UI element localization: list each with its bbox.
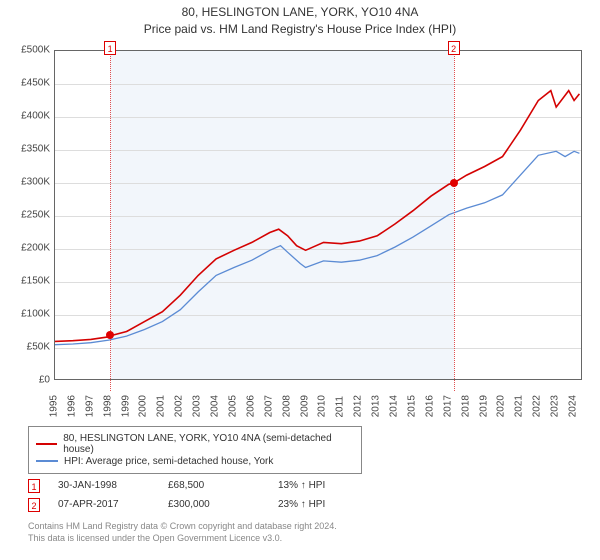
chart-plot-area: 12 xyxy=(54,50,582,380)
y-tick-label: £400K xyxy=(0,110,50,121)
sale-delta-1: 13% ↑ HPI xyxy=(278,480,370,491)
legend-swatch-price-paid xyxy=(36,443,57,445)
chart-wrap: £0 £50K £100K £150K £200K £250K £300K £350K £400… xyxy=(0,40,600,420)
y-tick-label: £250K xyxy=(0,209,50,220)
sale-row-1: 1 30-JAN-1998 £68,500 13% ↑ HPI xyxy=(28,479,572,493)
sale-marker-box-1: 1 xyxy=(104,41,116,55)
y-tick-label: £500K xyxy=(0,44,50,55)
x-tick-label: 2007 xyxy=(263,395,274,417)
legend-swatch-hpi xyxy=(36,460,58,462)
y-tick-label: £0 xyxy=(0,374,50,385)
title-subtitle: Price paid vs. HM Land Registry's House … xyxy=(0,21,600,38)
x-tick-label: 2014 xyxy=(389,395,400,417)
series-line-hpi xyxy=(55,151,579,344)
y-tick-label: £50K xyxy=(0,341,50,352)
sale-price-1: £68,500 xyxy=(168,480,260,491)
sale-delta-2: 23% ↑ HPI xyxy=(278,499,370,510)
x-tick-label: 2021 xyxy=(514,395,525,417)
series-line-price_paid xyxy=(55,90,579,341)
x-tick-label: 2011 xyxy=(335,396,346,418)
x-tick-label: 2024 xyxy=(568,395,579,417)
x-tick-label: 2012 xyxy=(353,395,364,417)
y-tick-label: £350K xyxy=(0,143,50,154)
sale-price-2: £300,000 xyxy=(168,499,260,510)
x-tick-label: 1997 xyxy=(84,395,95,417)
x-tick-label: 2016 xyxy=(424,395,435,417)
x-tick-label: 1999 xyxy=(120,395,131,417)
legend-box: 80, HESLINGTON LANE, YORK, YO10 4NA (sem… xyxy=(28,426,362,474)
sale-marker-2: 2 xyxy=(28,498,40,512)
y-tick-label: £150K xyxy=(0,275,50,286)
x-tick-label: 2009 xyxy=(299,395,310,417)
y-tick-label: £100K xyxy=(0,308,50,319)
x-tick-label: 2023 xyxy=(550,395,561,417)
x-tick-label: 2002 xyxy=(174,395,185,417)
y-tick-label: £200K xyxy=(0,242,50,253)
legend-row-price-paid: 80, HESLINGTON LANE, YORK, YO10 4NA (sem… xyxy=(36,433,354,455)
title-block: 80, HESLINGTON LANE, YORK, YO10 4NA Pric… xyxy=(0,0,600,40)
x-tick-label: 2010 xyxy=(317,395,328,417)
x-tick-label: 2022 xyxy=(532,395,543,417)
y-tick-label: £300K xyxy=(0,176,50,187)
sale-marker-1: 1 xyxy=(28,479,40,493)
x-tick-label: 2001 xyxy=(156,395,167,417)
sale-date-1: 30-JAN-1998 xyxy=(58,480,150,491)
x-tick-label: 2018 xyxy=(460,395,471,417)
x-tick-label: 2017 xyxy=(442,395,453,417)
x-tick-label: 1998 xyxy=(102,395,113,417)
x-tick-label: 2003 xyxy=(192,395,203,417)
sale-marker-dot-1 xyxy=(106,331,114,339)
footer-line-2: This data is licensed under the Open Gov… xyxy=(28,532,572,544)
x-tick-label: 2020 xyxy=(496,395,507,417)
x-tick-label: 2000 xyxy=(138,395,149,417)
x-tick-label: 2006 xyxy=(245,395,256,417)
x-tick-label: 1996 xyxy=(66,395,77,417)
legend-label-hpi: HPI: Average price, semi-detached house,… xyxy=(64,456,273,467)
sale-row-2: 2 07-APR-2017 £300,000 23% ↑ HPI xyxy=(28,498,572,512)
x-tick-label: 2013 xyxy=(371,395,382,417)
legend-row-hpi: HPI: Average price, semi-detached house,… xyxy=(36,456,354,467)
x-tick-label: 2005 xyxy=(227,395,238,417)
x-tick-label: 2019 xyxy=(478,395,489,417)
x-tick-label: 1995 xyxy=(49,395,60,417)
title-address: 80, HESLINGTON LANE, YORK, YO10 4NA xyxy=(0,4,600,21)
chart-lines-svg xyxy=(55,51,583,381)
y-tick-label: £450K xyxy=(0,77,50,88)
x-tick-label: 2015 xyxy=(406,395,417,417)
x-tick-label: 2008 xyxy=(281,395,292,417)
chart-container: 80, HESLINGTON LANE, YORK, YO10 4NA Pric… xyxy=(0,0,600,560)
sale-marker-box-2: 2 xyxy=(448,41,460,55)
sale-marker-line-2 xyxy=(454,41,455,391)
footer-line-1: Contains HM Land Registry data © Crown c… xyxy=(28,520,572,532)
legend-label-price-paid: 80, HESLINGTON LANE, YORK, YO10 4NA (sem… xyxy=(63,433,354,455)
sale-marker-dot-2 xyxy=(450,179,458,187)
x-tick-label: 2004 xyxy=(210,395,221,417)
sale-date-2: 07-APR-2017 xyxy=(58,499,150,510)
footer: Contains HM Land Registry data © Crown c… xyxy=(28,520,572,544)
